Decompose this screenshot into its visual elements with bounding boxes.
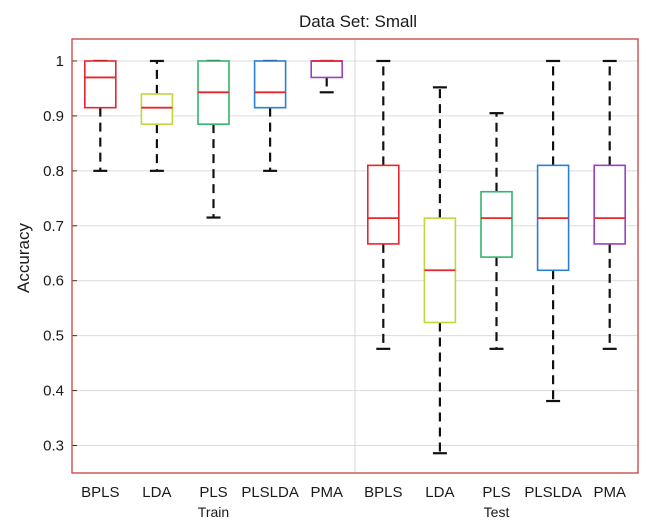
box-iqr <box>253 60 287 109</box>
box-train-plslda <box>253 59 287 172</box>
chart-title: Data Set: Small <box>299 12 417 31</box>
box-iqr <box>366 164 400 245</box>
x-tick-label: PLS <box>199 484 227 501</box>
y-tick-label: 0.6 <box>43 273 64 290</box>
box-iqr <box>310 60 344 79</box>
x-tick-label: PLSLDA <box>241 484 299 501</box>
box-iqr <box>140 93 174 125</box>
y-tick-label: 0.5 <box>43 328 64 345</box>
box-series <box>84 59 627 455</box>
box-iqr <box>480 190 513 258</box>
y-axis-label: Accuracy <box>14 223 33 293</box>
y-tick-label: 0.3 <box>43 438 64 455</box>
x-tick-label: LDA <box>425 484 454 501</box>
box-test-pls <box>480 112 513 350</box>
box-train-pls <box>197 59 230 219</box>
y-tick-label: 0.7 <box>43 218 64 235</box>
box-test-pma <box>593 59 627 350</box>
x-tick-label: PLS <box>482 484 510 501</box>
box-iqr <box>593 164 627 245</box>
box-test-lda <box>423 86 457 455</box>
box-iqr <box>84 60 117 109</box>
x-tick-label: PMA <box>310 484 343 501</box>
x-tick-label: PMA <box>593 484 626 501</box>
x-tick-label: BPLS <box>364 484 402 501</box>
box-train-pma <box>310 59 344 94</box>
plot-frame <box>71 38 639 474</box>
box-test-plslda <box>536 59 570 403</box>
y-tick-label: 0.8 <box>43 163 64 180</box>
y-tick-label: 1 <box>56 53 64 70</box>
y-tick-label: 0.4 <box>43 383 64 400</box>
box-train-bpls <box>84 59 117 172</box>
x-tick-label: PLSLDA <box>524 484 582 501</box>
group-label: Test <box>484 504 510 520</box>
x-axis-labels: BPLS LDA PLS PLSLDA PMA Train BPLS LDA PLS PLSLDA… <box>81 484 626 520</box>
y-axis-ticks: 0.3 0.4 0.5 0.6 0.7 0.8 0.9 1 <box>43 53 77 455</box>
box-test-bpls <box>366 59 400 350</box>
x-tick-label: LDA <box>142 484 171 501</box>
box-train-lda <box>140 59 174 172</box>
group-label: Train <box>198 504 229 520</box>
x-tick-label: BPLS <box>81 484 119 501</box>
y-tick-label: 0.9 <box>43 108 64 125</box>
